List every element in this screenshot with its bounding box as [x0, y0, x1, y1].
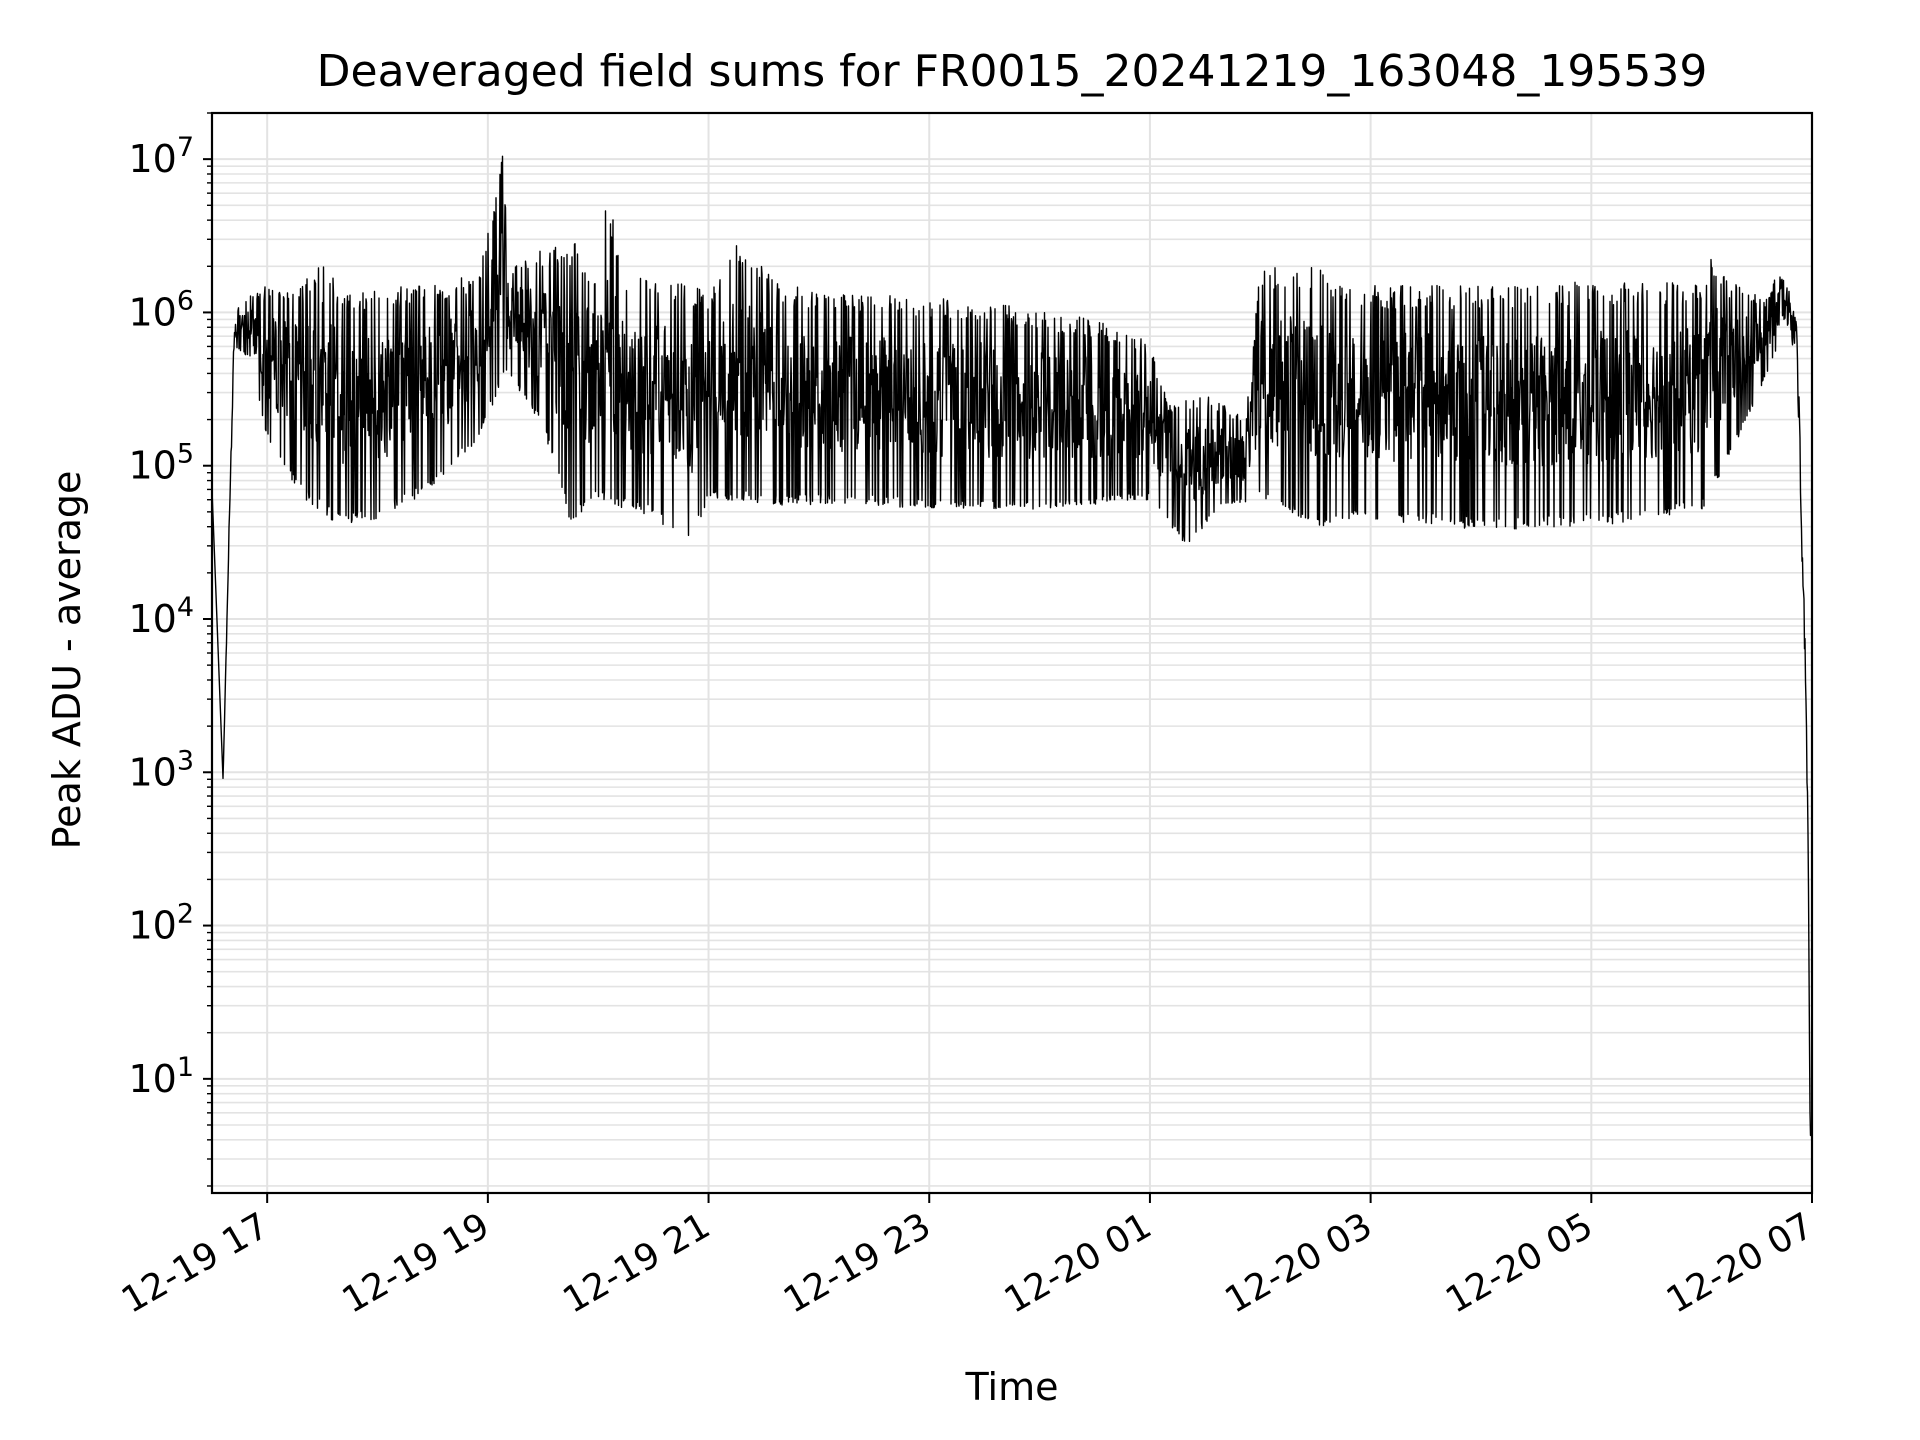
y-tick-label: 103: [128, 745, 194, 794]
y-axis: 101 102 103 104 105 106 107: [128, 112, 212, 1187]
x-tick-label: 12-20 01: [998, 1205, 1159, 1321]
x-axis-label: Time: [965, 1365, 1059, 1409]
y-tick-label: 106: [128, 285, 194, 334]
x-tick-label: 12-20 05: [1439, 1205, 1600, 1321]
y-axis-label: Peak ADU - average: [45, 471, 89, 850]
x-tick-label: 12-20 03: [1218, 1205, 1379, 1321]
y-tick-label: 105: [128, 439, 194, 488]
y-tick-label: 104: [128, 592, 194, 641]
chart-title: Deaveraged field sums for FR0015_2024121…: [317, 46, 1708, 97]
x-tick-label: 12-19 17: [115, 1205, 276, 1321]
grid: [212, 112, 1813, 1193]
series-line: [211, 155, 1813, 1138]
x-tick-label: 12-20 07: [1660, 1205, 1821, 1321]
y-tick-label: 107: [128, 132, 194, 181]
x-tick-label: 12-19 21: [556, 1205, 717, 1321]
y-tick-label: 102: [128, 899, 194, 948]
y-tick-label: 101: [128, 1052, 194, 1101]
x-tick-label: 12-19 19: [336, 1205, 497, 1321]
x-tick-label: 12-19 23: [777, 1205, 938, 1321]
x-axis: 12-19 17 12-19 19 12-19 21 12-19 23 12-20 01…: [115, 1193, 1821, 1322]
plot-area: 12-19 17 12-19 19 12-19 21 12-19 23 12-20 01…: [115, 111, 1821, 1322]
data-line: [211, 155, 1813, 1138]
